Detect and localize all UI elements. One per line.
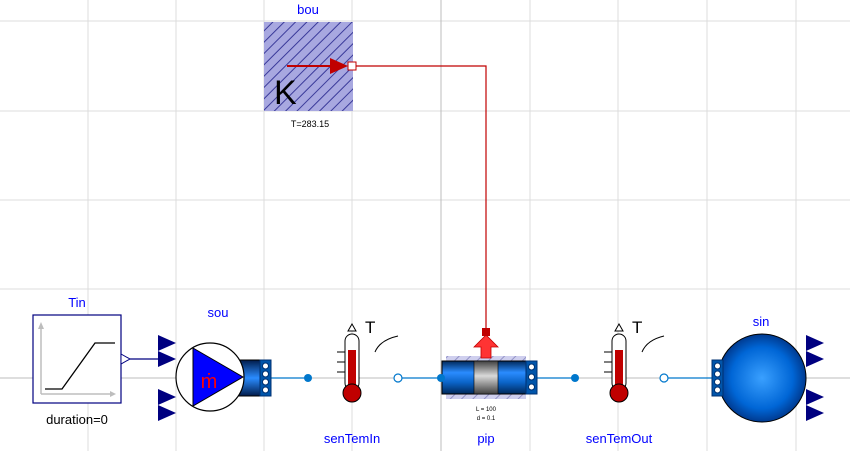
tin-ramp-curve: [45, 342, 115, 390]
sentemout-output-port[interactable]: [614, 322, 624, 332]
sin-label: sin: [753, 314, 770, 329]
sentemin-signal-arc: [374, 335, 399, 353]
bou-arrow-head: [330, 58, 348, 74]
sentemin-output-port[interactable]: [347, 322, 357, 332]
pip-component[interactable]: L = 100 d = 0.1 pip: [437, 328, 538, 446]
sin-fluid-port[interactable]: [711, 359, 724, 397]
thermometer-scale: [337, 351, 345, 373]
thermometer-scale-out: [604, 351, 612, 373]
tin-x-arrow-icon: [110, 391, 116, 397]
bou-label: bou: [297, 2, 319, 17]
tin-label: Tin: [68, 295, 86, 310]
tin-output-port[interactable]: [120, 353, 132, 365]
sentemout-port-b[interactable]: [659, 373, 669, 383]
sin-input-port-3[interactable]: [806, 389, 824, 405]
pip-param-length: L = 100: [476, 407, 497, 413]
sentemout-t-glyph: T: [632, 318, 642, 337]
sin-input-port-1[interactable]: [806, 335, 824, 351]
tin-param: duration=0: [46, 412, 108, 427]
sin-component[interactable]: sin: [711, 314, 824, 423]
bou-component[interactable]: bou K T=283.15: [264, 2, 357, 129]
pip-heat-arrow-icon: [473, 334, 499, 359]
sou-input-port-3[interactable]: [158, 389, 176, 405]
pip-heat-port[interactable]: [482, 328, 490, 336]
pip-center: [473, 360, 499, 395]
sou-fluid-port[interactable]: [259, 359, 272, 397]
pip-port-b[interactable]: [525, 360, 538, 395]
kelvin-glyph: K: [274, 74, 297, 112]
mass-flow-glyph: ṁ: [201, 371, 218, 393]
connections: [130, 65, 712, 379]
sentemout-port-a[interactable]: [571, 374, 579, 382]
pip-param-diameter: d = 0.1: [477, 416, 496, 422]
sin-input-port-4[interactable]: [806, 405, 824, 421]
sou-component[interactable]: sou ṁ: [158, 305, 272, 421]
sentemout-component[interactable]: T senTemOut: [571, 318, 669, 446]
sin-input-port-2[interactable]: [806, 351, 824, 367]
pip-label: pip: [477, 431, 494, 446]
thermometer-bulb-icon: [342, 383, 362, 403]
sou-input-port-1[interactable]: [158, 335, 176, 351]
sentemin-t-glyph: T: [365, 318, 375, 337]
tin-y-arrow-icon: [38, 322, 44, 329]
sou-label: sou: [208, 305, 229, 320]
sou-triangle: [192, 347, 244, 407]
bou-heat-port[interactable]: [347, 61, 357, 71]
sin-sphere: [717, 333, 807, 423]
sentemin-component[interactable]: T senTemIn: [304, 318, 403, 446]
sou-input-port-4[interactable]: [158, 405, 176, 421]
thermometer-column-out: [615, 350, 623, 392]
sentemin-port-b[interactable]: [393, 373, 403, 383]
sentemin-label: senTemIn: [324, 431, 380, 446]
heat-connection[interactable]: [353, 65, 487, 331]
sentemout-label: senTemOut: [586, 431, 653, 446]
tin-body: [32, 314, 122, 404]
thermometer-column: [348, 350, 356, 392]
pip-port-a[interactable]: [437, 374, 445, 382]
sou-input-port-2[interactable]: [158, 351, 176, 367]
sentemin-port-a[interactable]: [304, 374, 312, 382]
thermometer-bulb-out-icon: [609, 383, 629, 403]
tin-component[interactable]: Tin duration=0: [32, 295, 132, 427]
sentemout-signal-arc: [641, 335, 665, 353]
bou-param: T=283.15: [291, 119, 329, 129]
